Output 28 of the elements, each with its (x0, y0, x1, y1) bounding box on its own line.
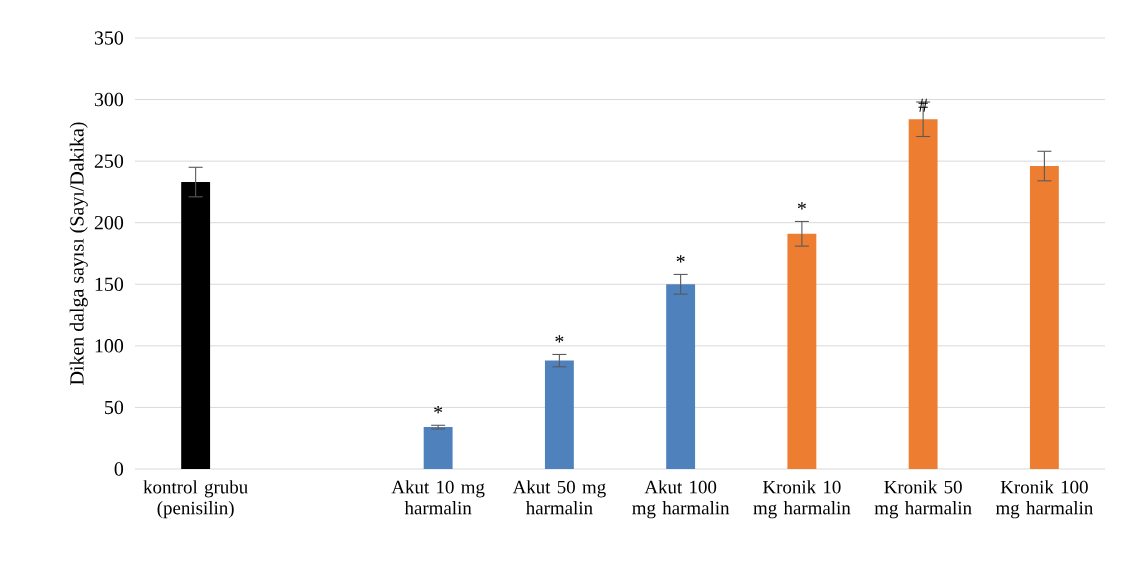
bar (544, 360, 574, 469)
y-tick-label: 150 (95, 277, 124, 291)
bar (787, 233, 817, 469)
bar (181, 182, 211, 469)
annotation: * (676, 255, 685, 263)
bar (1029, 166, 1059, 469)
y-tick-label: 0 (114, 462, 124, 476)
annotation: * (434, 406, 443, 414)
bar (423, 427, 453, 469)
x-tick-label: Kronik 50 mg harmalin (874, 480, 972, 519)
annotation: * (797, 202, 806, 210)
y-axis-title: Diken dalga sayısı (Sayı/Dakika) (69, 122, 88, 385)
annotation: # (918, 98, 928, 112)
x-tick-label: Akut 100 mg harmalin (632, 480, 730, 519)
annotation: * (555, 335, 564, 343)
x-tick-label: kontrol grubu (penisilin) (143, 480, 248, 519)
y-tick-label: 300 (94, 92, 124, 107)
x-tick-label: Akut 50 mg harmalin (512, 480, 606, 515)
y-tick-label: 50 (105, 400, 124, 415)
x-tick-label: Kronik 10 mg harmalin (753, 480, 851, 519)
y-tick-label: 100 (95, 339, 124, 353)
y-tick-label: 350 (94, 31, 124, 45)
y-tick-label: 200 (94, 215, 124, 230)
y-tick-label: 250 (94, 154, 124, 168)
bar (908, 119, 938, 469)
x-tick-label: Kronik 100 mg harmalin (995, 480, 1093, 519)
x-tick-label: Akut 10 mg harmalin (391, 480, 485, 515)
bar (666, 284, 696, 469)
